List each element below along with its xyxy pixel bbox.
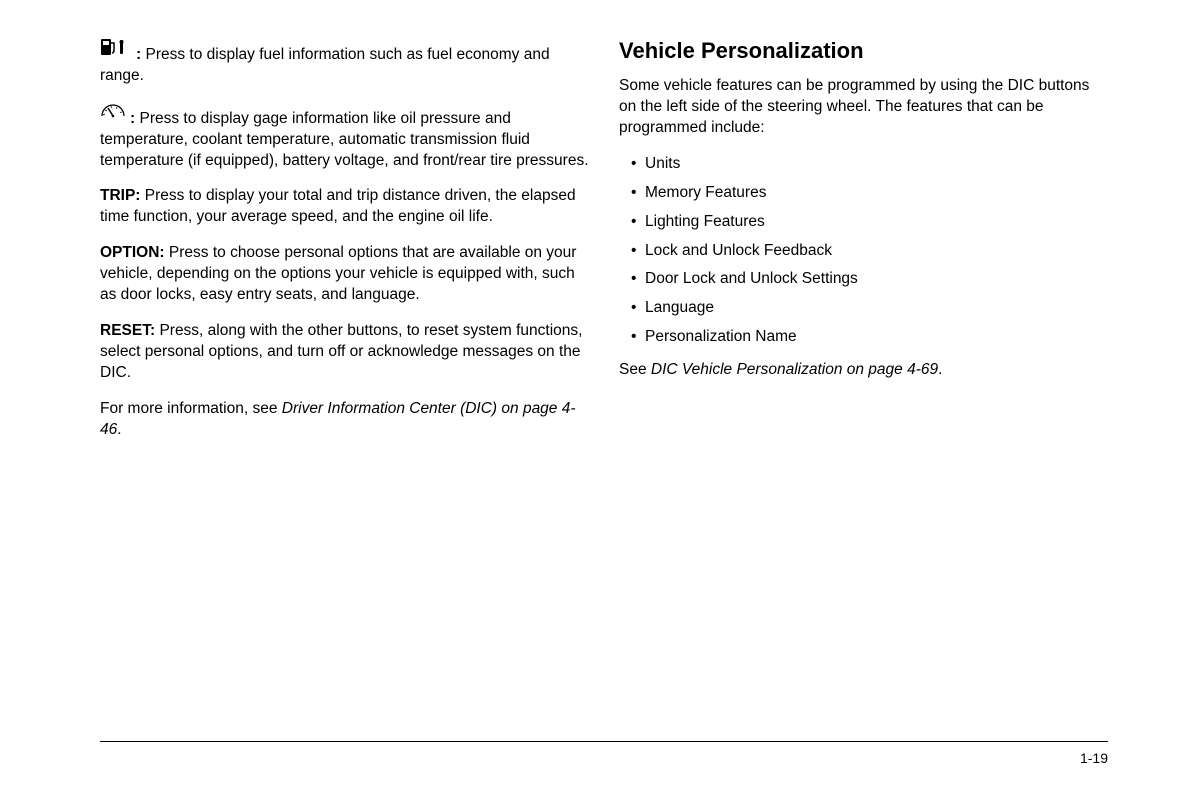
more-info-para: For more information, see Driver Informa…	[100, 399, 589, 441]
trip-label: TRIP:	[100, 187, 140, 204]
gage-colon: :	[130, 110, 135, 127]
fuel-pump-icon	[100, 38, 130, 63]
page-number: 1-19	[1080, 750, 1108, 766]
trip-para: TRIP: Press to display your total and tr…	[100, 186, 589, 228]
reset-label: RESET:	[100, 322, 155, 339]
footer-rule	[100, 741, 1108, 742]
gage-icon	[100, 102, 126, 127]
left-column: : Press to display fuel information such…	[100, 38, 589, 456]
list-item: Lock and Unlock Feedback	[619, 241, 1108, 262]
see-ref: DIC Vehicle Personalization on page 4-69	[651, 361, 938, 378]
personalization-intro: Some vehicle features can be programmed …	[619, 76, 1108, 139]
list-item: Personalization Name	[619, 327, 1108, 348]
right-column: Vehicle Personalization Some vehicle fea…	[619, 38, 1108, 456]
features-list: Units Memory Features Lighting Features …	[619, 154, 1108, 348]
trip-text: Press to display your total and trip dis…	[100, 187, 576, 225]
list-item: Memory Features	[619, 183, 1108, 204]
fuel-colon: :	[136, 46, 141, 63]
list-item: Units	[619, 154, 1108, 175]
list-item: Door Lock and Unlock Settings	[619, 269, 1108, 290]
fuel-text: Press to display fuel information such a…	[100, 46, 550, 84]
reset-text: Press, along with the other buttons, to …	[100, 322, 582, 381]
more-info-tail: .	[117, 421, 121, 438]
page-content: : Press to display fuel information such…	[0, 0, 1200, 456]
see-lead: See	[619, 361, 651, 378]
see-ref-para: See DIC Vehicle Personalization on page …	[619, 360, 1108, 381]
list-item: Language	[619, 298, 1108, 319]
option-text: Press to choose personal options that ar…	[100, 244, 576, 303]
option-label: OPTION:	[100, 244, 165, 261]
gage-info-para: : Press to display gage information like…	[100, 102, 589, 172]
option-para: OPTION: Press to choose personal options…	[100, 243, 589, 306]
fuel-info-para: : Press to display fuel information such…	[100, 38, 589, 87]
reset-para: RESET: Press, along with the other butto…	[100, 321, 589, 384]
personalization-heading: Vehicle Personalization	[619, 38, 1108, 64]
list-item: Lighting Features	[619, 212, 1108, 233]
gage-text: Press to display gage information like o…	[100, 110, 589, 169]
more-info-lead: For more information, see	[100, 400, 282, 417]
see-tail: .	[938, 361, 942, 378]
